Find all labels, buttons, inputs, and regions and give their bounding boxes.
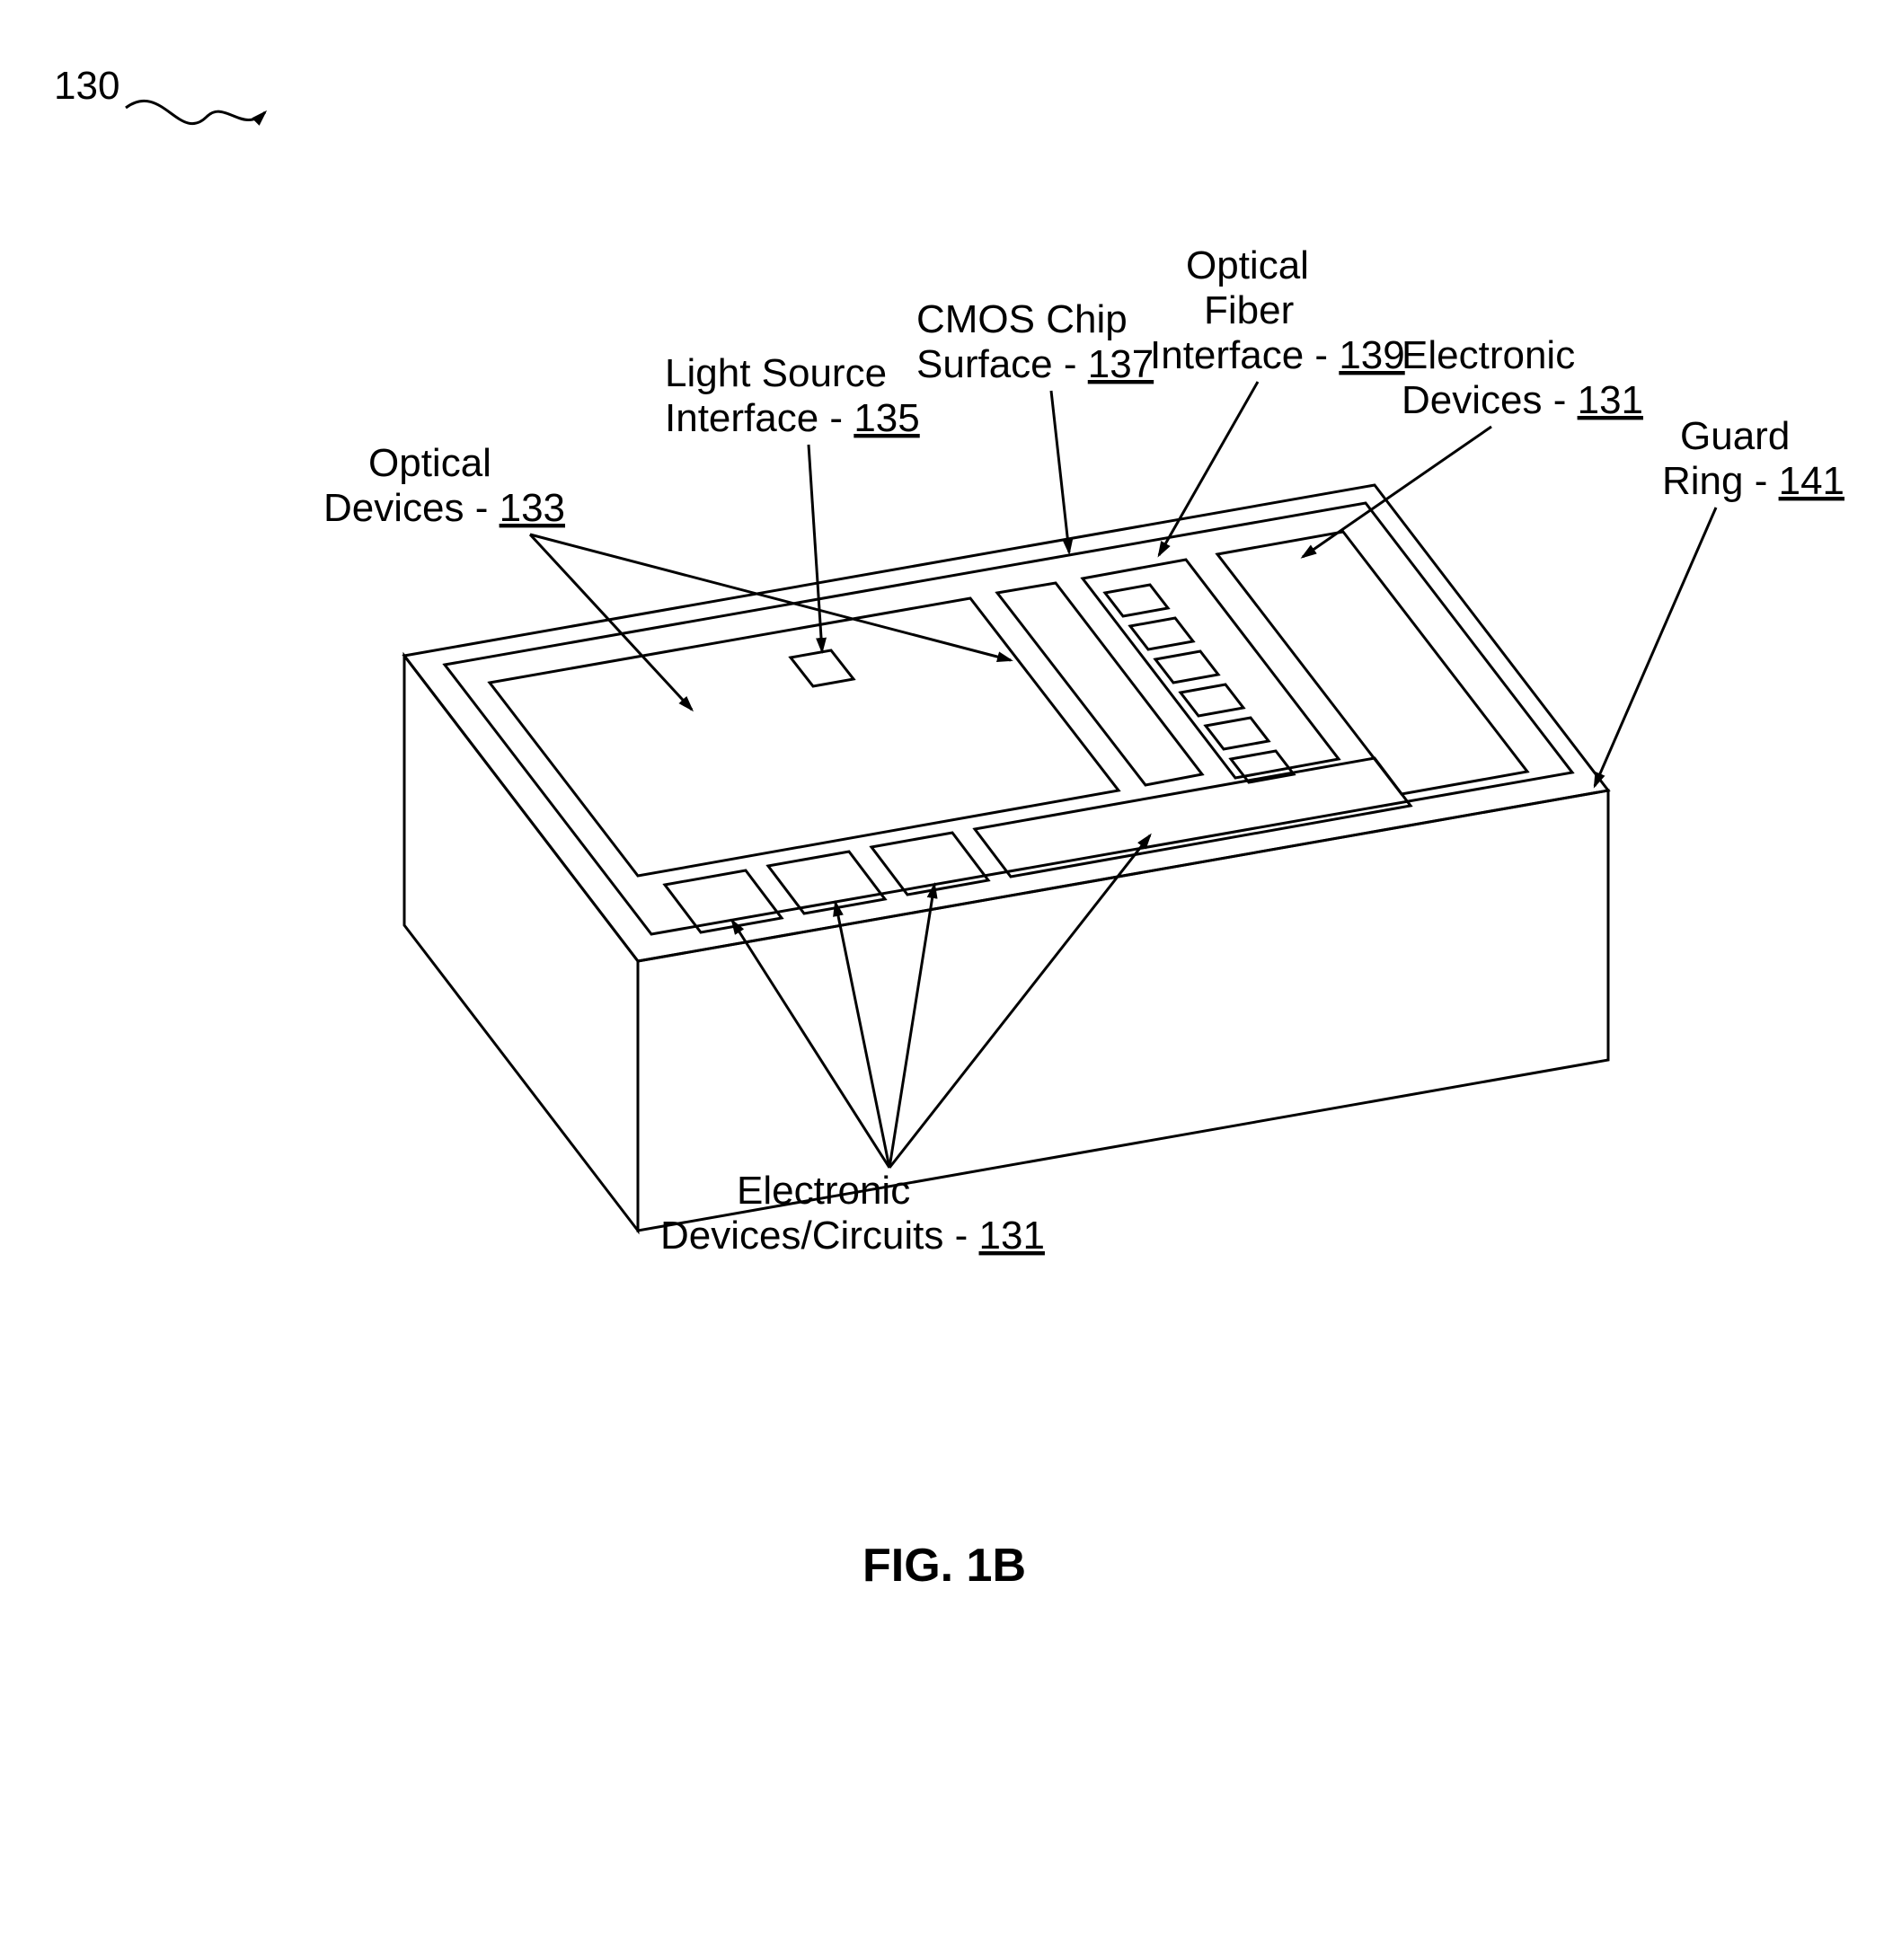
svg-text:Light Source: Light Source — [665, 351, 887, 395]
svg-text:Devices/Circuits - 131: Devices/Circuits - 131 — [660, 1214, 1045, 1258]
svg-text:Interface - 139: Interface - 139 — [1150, 333, 1405, 377]
svg-text:Optical: Optical — [1186, 243, 1309, 287]
label-cmos-chip: CMOS Chip Surface - 137 — [916, 297, 1154, 552]
svg-text:Fiber: Fiber — [1204, 288, 1294, 332]
label-optical-devices: Optical Devices - 133 — [323, 441, 1011, 710]
label-electronics-bottom: Electronic Devices/Circuits - 131 — [660, 835, 1150, 1258]
guard-ring — [445, 503, 1572, 934]
svg-text:Electronic: Electronic — [737, 1169, 910, 1213]
svg-text:Guard: Guard — [1680, 414, 1790, 458]
svg-text:Devices - 131: Devices - 131 — [1402, 378, 1643, 422]
svg-text:Electronic: Electronic — [1402, 333, 1575, 377]
svg-text:Ring - 141: Ring - 141 — [1662, 459, 1844, 503]
svg-text:Surface - 137: Surface - 137 — [916, 342, 1154, 386]
optical-strip — [997, 583, 1202, 785]
svg-text:CMOS Chip: CMOS Chip — [916, 297, 1128, 341]
label-guard-ring: Guard Ring - 141 — [1595, 414, 1844, 786]
figure-diagram: 130 Optical Devices - 133 — [0, 0, 1884, 1960]
svg-text:Interface - 135: Interface - 135 — [665, 396, 920, 440]
figure-caption: FIG. 1B — [862, 1540, 1026, 1592]
light-source-interface — [791, 650, 854, 686]
label-optical-fiber: Optical Fiber Interface - 139 — [1150, 243, 1405, 555]
ref-squiggle — [126, 101, 265, 123]
label-light-source: Light Source Interface - 135 — [665, 351, 920, 651]
svg-text:Devices - 133: Devices - 133 — [323, 486, 565, 530]
ref-number: 130 — [54, 64, 119, 108]
svg-text:Optical: Optical — [368, 441, 491, 485]
chip-left-face — [404, 656, 638, 1231]
